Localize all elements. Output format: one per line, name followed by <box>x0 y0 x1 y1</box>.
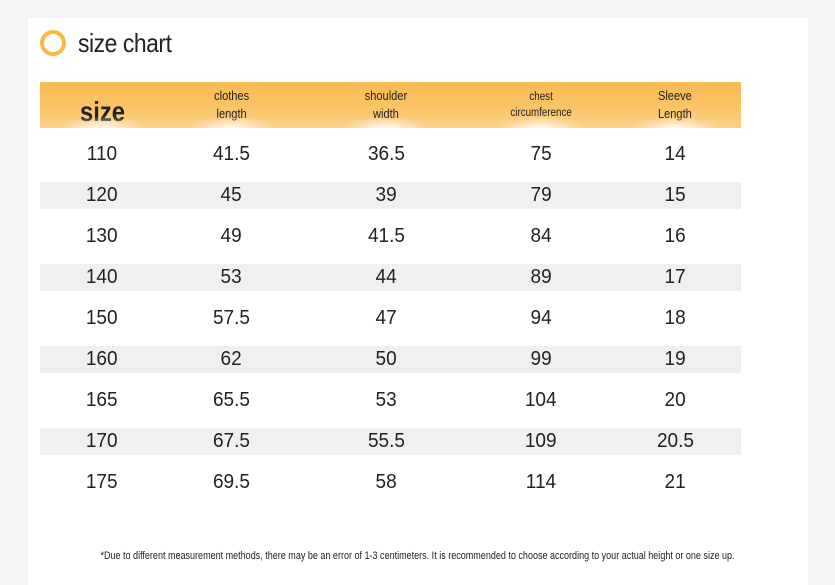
table-cell: 39 <box>299 175 473 216</box>
size-table: size clothes length shoulder width chest… <box>40 82 741 510</box>
table-cell: 94 <box>473 291 609 346</box>
table-cell: 110 <box>40 128 164 182</box>
table-cell: 53 <box>164 257 299 298</box>
table-cell: 67.5 <box>164 421 299 462</box>
table-cell: 104 <box>473 373 609 428</box>
table-cell: 55.5 <box>299 421 473 462</box>
table-cell: 170 <box>40 421 164 462</box>
table-cell: 47 <box>299 291 473 346</box>
table-cell: 165 <box>40 373 164 428</box>
table-row: 110 41.5 36.5 75 14 <box>40 128 741 182</box>
table-cell: 50 <box>299 339 473 380</box>
table-cell: 21 <box>609 455 741 510</box>
circle-icon <box>40 30 66 56</box>
table-row: 150 57.5 47 94 18 <box>40 291 741 346</box>
footnote: *Due to different measurement methods, t… <box>100 550 735 562</box>
table-cell: 65.5 <box>164 373 299 428</box>
table-cell: 75 <box>473 128 609 182</box>
table-row: 130 49 41.5 84 16 <box>40 209 741 264</box>
table-row: 120 45 39 79 15 <box>40 175 741 216</box>
table-cell: 41.5 <box>164 128 299 182</box>
table-cell: 45 <box>164 175 299 216</box>
table-row: 140 53 44 89 17 <box>40 257 741 298</box>
table-cell: 99 <box>473 339 609 380</box>
table-cell: 19 <box>609 339 741 380</box>
table-cell: 175 <box>40 455 164 510</box>
column-header: clothes length <box>164 82 299 131</box>
table-cell: 41.5 <box>299 209 473 264</box>
table-cell: 17 <box>609 257 741 298</box>
table-cell: 120 <box>40 175 164 216</box>
table-cell: 36.5 <box>299 128 473 182</box>
table-cell: 160 <box>40 339 164 380</box>
table-cell: 84 <box>473 209 609 264</box>
column-header: chest circumference <box>473 82 609 131</box>
table-cell: 109 <box>473 421 609 462</box>
table-cell: 16 <box>609 209 741 264</box>
table-cell: 79 <box>473 175 609 216</box>
table-cell: 20 <box>609 373 741 428</box>
table-cell: 53 <box>299 373 473 428</box>
table-cell: 18 <box>609 291 741 346</box>
table-cell: 15 <box>609 175 741 216</box>
table-row: 160 62 50 99 19 <box>40 339 741 380</box>
table-cell: 14 <box>609 128 741 182</box>
header-row: size clothes length shoulder width chest… <box>40 82 741 131</box>
table-cell: 89 <box>473 257 609 298</box>
table-row: 165 65.5 53 104 20 <box>40 373 741 428</box>
table-cell: 69.5 <box>164 455 299 510</box>
table-cell: 130 <box>40 209 164 264</box>
table-cell: 58 <box>299 455 473 510</box>
title-row: size chart <box>40 26 184 60</box>
table-cell: 20.5 <box>609 421 741 462</box>
column-header: shoulder width <box>299 82 473 131</box>
column-header: size <box>40 82 164 131</box>
table-cell: 114 <box>473 455 609 510</box>
table-cell: 44 <box>299 257 473 298</box>
table-row: 175 69.5 58 114 21 <box>40 455 741 510</box>
table-cell: 150 <box>40 291 164 346</box>
table-cell: 57.5 <box>164 291 299 346</box>
table-cell: 49 <box>164 209 299 264</box>
table-cell: 62 <box>164 339 299 380</box>
table-cell: 140 <box>40 257 164 298</box>
column-header: Sleeve Length <box>609 82 741 131</box>
page-title: size chart <box>78 27 172 58</box>
table-row: 170 67.5 55.5 109 20.5 <box>40 421 741 462</box>
